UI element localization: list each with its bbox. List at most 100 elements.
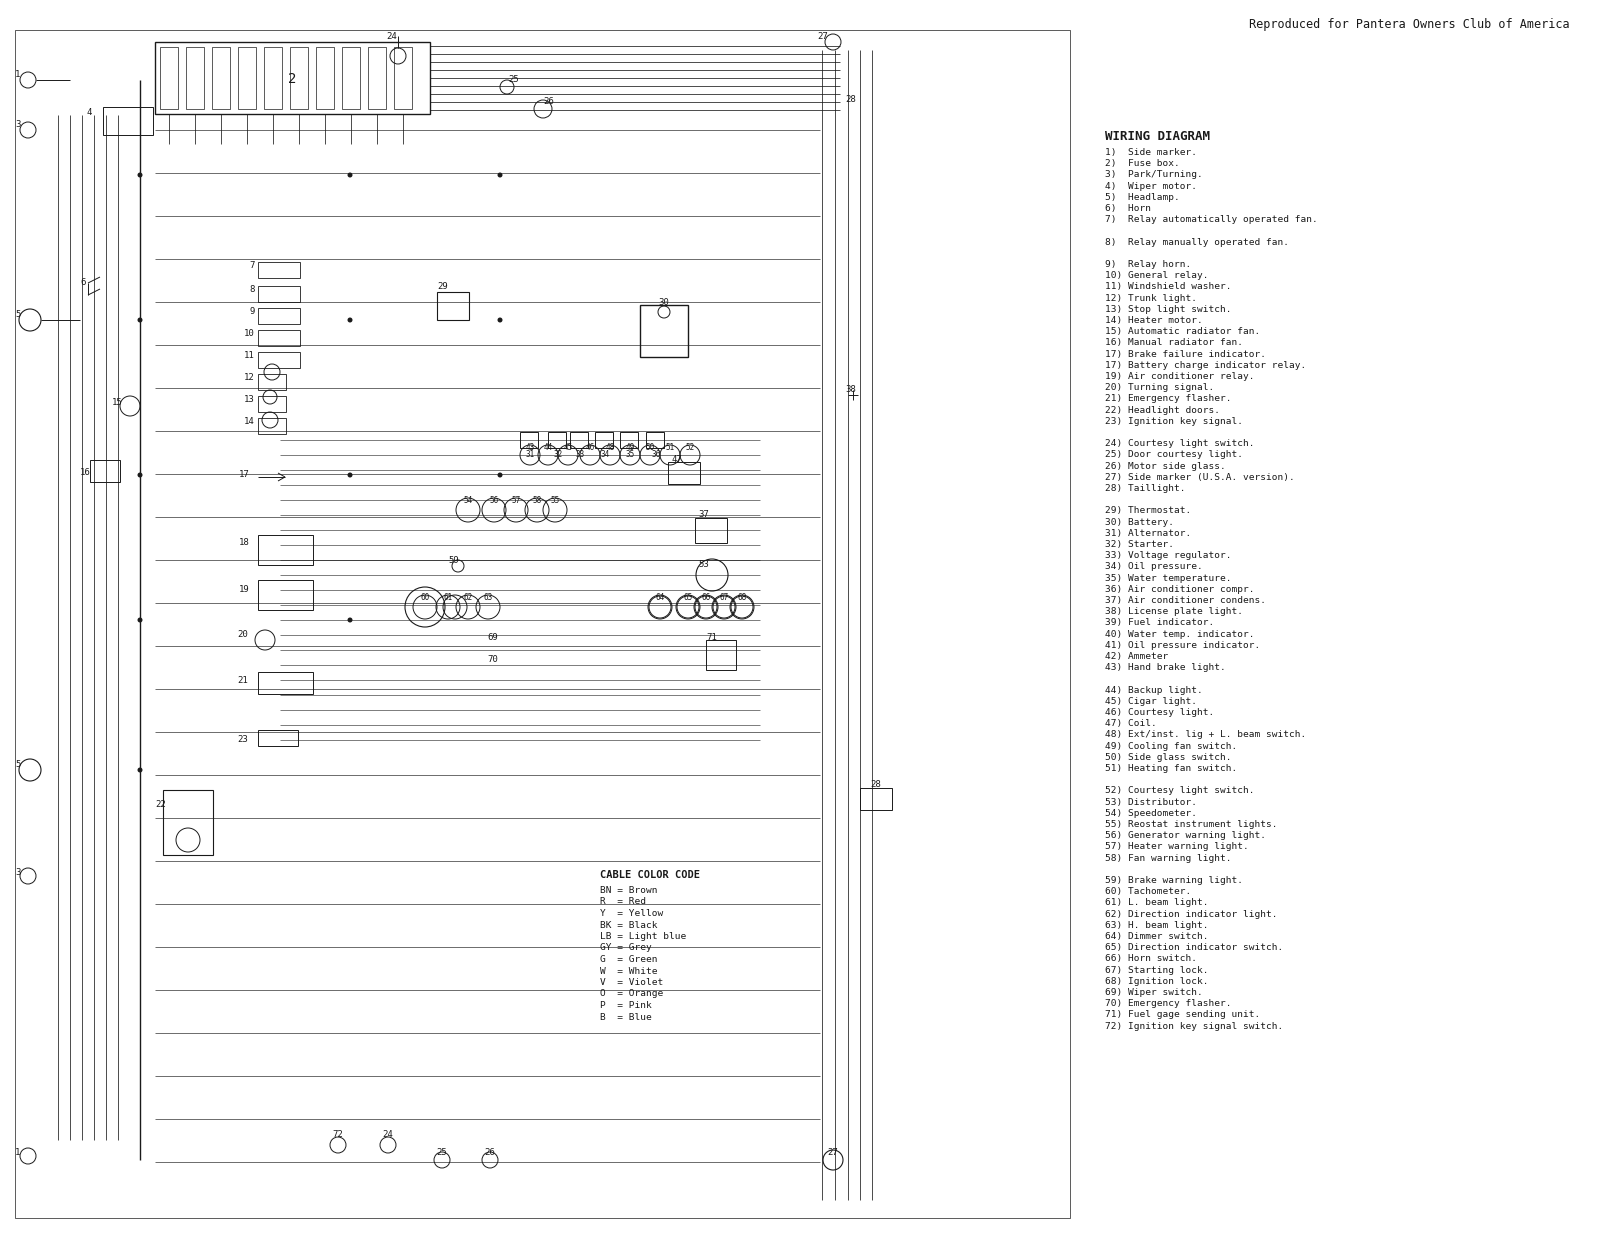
Text: 48: 48: [605, 442, 614, 452]
Text: 60: 60: [421, 593, 430, 602]
Text: 30: 30: [659, 298, 669, 307]
Bar: [394, 47, 413, 109]
Text: 36) Air conditioner compr.: 36) Air conditioner compr.: [1106, 585, 1254, 593]
Text: 5: 5: [14, 760, 21, 769]
Circle shape: [138, 173, 142, 178]
Bar: [258, 308, 301, 324]
Text: 24: 24: [382, 1130, 394, 1140]
Bar: [290, 47, 307, 109]
Text: 32) Starter.: 32) Starter.: [1106, 540, 1174, 549]
Text: 12: 12: [245, 373, 254, 382]
Bar: [595, 433, 613, 447]
Text: 24) Courtesy light switch.: 24) Courtesy light switch.: [1106, 439, 1254, 449]
Text: 21) Emergency flasher.: 21) Emergency flasher.: [1106, 394, 1232, 403]
Text: 60) Tachometer.: 60) Tachometer.: [1106, 887, 1192, 896]
Text: 59) Brake warning light.: 59) Brake warning light.: [1106, 876, 1243, 885]
Text: 62: 62: [464, 593, 472, 602]
Text: 32: 32: [554, 450, 563, 459]
Text: 23) Ignition key signal.: 23) Ignition key signal.: [1106, 417, 1243, 425]
Bar: [258, 535, 314, 565]
Text: 66: 66: [701, 593, 710, 602]
Text: 42) Ammeter: 42) Ammeter: [1106, 653, 1168, 661]
Text: 12) Trunk light.: 12) Trunk light.: [1106, 294, 1197, 303]
Bar: [646, 433, 664, 447]
Text: 10: 10: [245, 329, 254, 337]
Text: 1)  Side marker.: 1) Side marker.: [1106, 148, 1197, 157]
Text: 34: 34: [600, 450, 610, 459]
Bar: [90, 460, 120, 482]
Bar: [102, 108, 154, 135]
Text: W  = White: W = White: [600, 967, 658, 975]
Text: 72) Ignition key signal switch.: 72) Ignition key signal switch.: [1106, 1022, 1283, 1031]
Circle shape: [498, 318, 502, 323]
Text: 20: 20: [237, 630, 248, 639]
Text: 46: 46: [586, 442, 595, 452]
Text: 25: 25: [437, 1148, 448, 1157]
Text: 52: 52: [685, 442, 694, 452]
Text: 7)  Relay automatically operated fan.: 7) Relay automatically operated fan.: [1106, 215, 1318, 224]
Text: 17: 17: [240, 470, 250, 480]
Text: 51) Heating fan switch.: 51) Heating fan switch.: [1106, 764, 1237, 772]
Circle shape: [138, 318, 142, 323]
Text: 39) Fuel indicator.: 39) Fuel indicator.: [1106, 618, 1214, 628]
Text: 43: 43: [525, 442, 534, 452]
Text: 3: 3: [14, 120, 21, 129]
Text: 30) Battery.: 30) Battery.: [1106, 518, 1174, 527]
Text: 58) Fan warning light.: 58) Fan warning light.: [1106, 854, 1232, 863]
Circle shape: [498, 173, 502, 178]
Text: 9)  Relay horn.: 9) Relay horn.: [1106, 260, 1192, 269]
Text: 47) Coil.: 47) Coil.: [1106, 719, 1157, 728]
Text: 49) Cooling fan switch.: 49) Cooling fan switch.: [1106, 742, 1237, 750]
Text: 19) Air conditioner relay.: 19) Air conditioner relay.: [1106, 372, 1254, 381]
Text: 28) Taillight.: 28) Taillight.: [1106, 485, 1186, 493]
Bar: [694, 518, 726, 543]
Circle shape: [498, 472, 502, 477]
Bar: [258, 330, 301, 346]
Text: 38) License plate light.: 38) License plate light.: [1106, 607, 1243, 617]
Text: 22: 22: [155, 800, 166, 810]
Text: 26: 26: [485, 1148, 496, 1157]
Text: 6: 6: [80, 278, 85, 287]
Circle shape: [138, 618, 142, 623]
Text: 45: 45: [563, 442, 573, 452]
Text: 36: 36: [651, 450, 661, 459]
Bar: [14, 30, 1070, 1217]
Text: CABLE COLOR CODE: CABLE COLOR CODE: [600, 870, 701, 880]
Bar: [186, 47, 205, 109]
Text: 67) Starting lock.: 67) Starting lock.: [1106, 965, 1208, 975]
Circle shape: [347, 618, 352, 623]
Text: 26) Motor side glass.: 26) Motor side glass.: [1106, 461, 1226, 471]
Text: 4: 4: [86, 108, 93, 117]
Bar: [437, 292, 469, 320]
Text: 15: 15: [112, 398, 123, 407]
Text: 22) Headlight doors.: 22) Headlight doors.: [1106, 405, 1221, 414]
Text: 28: 28: [870, 780, 880, 789]
Text: 9: 9: [250, 307, 254, 316]
Text: 31) Alternator.: 31) Alternator.: [1106, 529, 1192, 538]
Text: 4)  Wiper motor.: 4) Wiper motor.: [1106, 182, 1197, 190]
Text: 27) Side marker (U.S.A. version).: 27) Side marker (U.S.A. version).: [1106, 473, 1294, 482]
Text: 55) Reostat instrument lights.: 55) Reostat instrument lights.: [1106, 819, 1277, 829]
Text: 3)  Park/Turning.: 3) Park/Turning.: [1106, 171, 1203, 179]
Bar: [258, 418, 286, 434]
Text: G  = Green: G = Green: [600, 955, 658, 964]
Bar: [706, 640, 736, 670]
Text: 71: 71: [706, 633, 717, 641]
Bar: [258, 262, 301, 278]
Circle shape: [347, 173, 352, 178]
Text: 24: 24: [387, 32, 397, 41]
Bar: [238, 47, 256, 109]
Text: 8)  Relay manually operated fan.: 8) Relay manually operated fan.: [1106, 237, 1290, 247]
Text: 10) General relay.: 10) General relay.: [1106, 271, 1208, 281]
Text: 68) Ignition lock.: 68) Ignition lock.: [1106, 976, 1208, 986]
Text: 11) Windshield washer.: 11) Windshield washer.: [1106, 282, 1232, 292]
Text: 45) Cigar light.: 45) Cigar light.: [1106, 697, 1197, 706]
Text: 20) Turning signal.: 20) Turning signal.: [1106, 383, 1214, 392]
Bar: [621, 433, 638, 447]
Text: 59: 59: [448, 556, 459, 565]
Text: 63: 63: [483, 593, 493, 602]
Text: P  = Pink: P = Pink: [600, 1001, 651, 1010]
Text: 34) Oil pressure.: 34) Oil pressure.: [1106, 562, 1203, 571]
Text: 2)  Fuse box.: 2) Fuse box.: [1106, 159, 1179, 168]
Text: 14) Heater motor.: 14) Heater motor.: [1106, 316, 1203, 325]
